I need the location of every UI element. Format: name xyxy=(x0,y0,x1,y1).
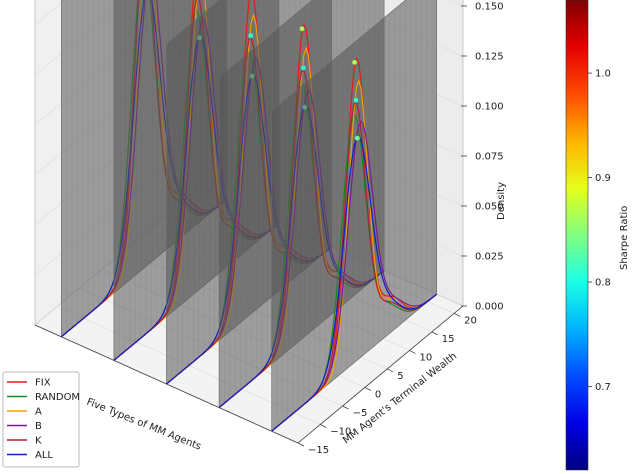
y-tick-label: −5 xyxy=(353,408,368,419)
colorbar-gradient xyxy=(565,0,589,471)
peak-marker xyxy=(351,59,358,66)
y-tick-label: 10 xyxy=(419,352,432,363)
colorbar-tick-label: 0.7 xyxy=(595,382,611,393)
panels: Always Quoting MM(Train & Test @ vol=2)2… xyxy=(60,0,438,432)
z-tick-label: 0.000 xyxy=(475,302,504,313)
y-tick xyxy=(409,350,416,354)
y-tick-label: −10 xyxy=(330,426,351,437)
y-tick-label: 15 xyxy=(442,334,455,345)
y-tick xyxy=(431,331,438,336)
y-tick xyxy=(297,442,305,447)
legend-label: B xyxy=(35,421,42,432)
z-tick-label: 0.125 xyxy=(475,52,504,63)
z-tick-label: 0.025 xyxy=(475,252,504,263)
y-tick xyxy=(342,405,349,410)
panel-5: 4-Action MM(Train & Test @ vol=200) xyxy=(271,0,438,432)
legend: FIX RANDOM ABK ALL xyxy=(2,371,80,468)
legend-label: A xyxy=(35,407,42,418)
y-tick-label: 0 xyxy=(375,389,381,400)
legend-label: RANDOM xyxy=(35,392,80,403)
colorbar-label: Sharpe Ratio xyxy=(619,206,630,270)
x-axis-label: Five Types of MM Agents xyxy=(85,397,203,453)
y-tick-label: −15 xyxy=(308,445,329,456)
colorbar-tick-label: 0.9 xyxy=(595,173,611,184)
colorbar: 0.7 0.8 0.9 1.0 Sharpe Ratio xyxy=(565,0,630,471)
colorbar-tick-label: 1.0 xyxy=(595,69,611,80)
legend-label: K xyxy=(35,436,42,447)
y-axis: −15−10−5 0 5 10 15 20 xyxy=(297,313,477,456)
peak-marker xyxy=(248,32,254,39)
legend-label: FIX xyxy=(35,378,51,389)
y-tick xyxy=(453,313,461,317)
peak-marker xyxy=(299,25,305,32)
z-tick-label: 0.050 xyxy=(475,202,504,213)
peak-marker xyxy=(300,65,307,71)
peak-marker xyxy=(353,97,359,103)
z-axis-label: Density xyxy=(496,182,507,220)
z-tick-label: 0.100 xyxy=(475,102,504,113)
y-tick xyxy=(387,368,394,373)
legend-label: ALL xyxy=(35,450,53,461)
curve-all xyxy=(271,134,438,432)
y-tick-label: 20 xyxy=(464,315,477,326)
peak-marker xyxy=(354,135,361,141)
z-tick-label: 0.075 xyxy=(475,152,504,163)
z-tick-label: 0.150 xyxy=(475,2,504,13)
y-tick xyxy=(320,424,327,428)
y-tick-label: 5 xyxy=(397,371,403,382)
y-axis-line xyxy=(297,305,464,444)
colorbar-tick-label: 0.8 xyxy=(595,278,611,289)
y-tick xyxy=(364,387,372,391)
